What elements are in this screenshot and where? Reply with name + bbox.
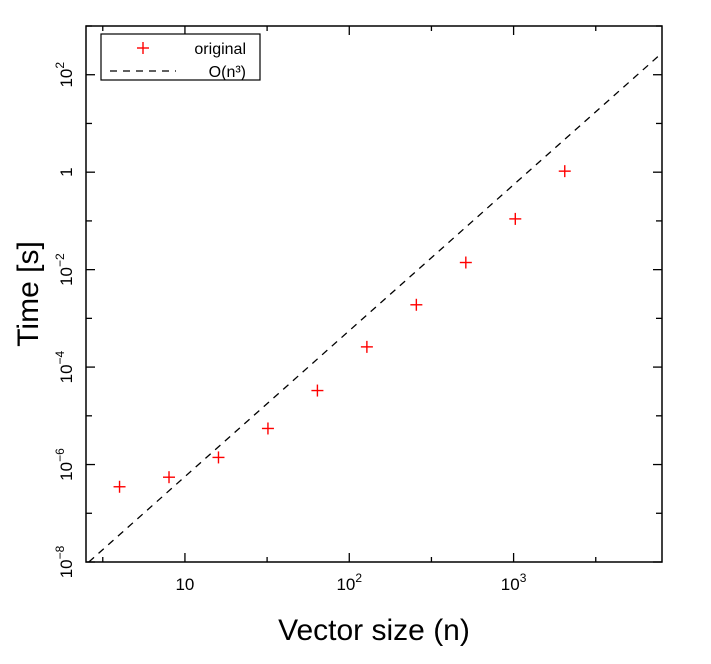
- y-tick-label: 10−6: [53, 448, 76, 481]
- x-tick-label: 102: [336, 571, 362, 594]
- legend-marker-swatch: [137, 42, 149, 54]
- legend-label: O(n³): [209, 64, 246, 81]
- legend-box: [100, 33, 261, 81]
- legend-label: original: [194, 41, 246, 58]
- data-point: [558, 165, 571, 178]
- y-tick-label: 10−8: [53, 545, 76, 578]
- series-layer: [88, 52, 662, 562]
- x-tick-label: 103: [501, 571, 527, 594]
- data-point: [410, 298, 423, 311]
- data-point: [163, 471, 176, 484]
- y-axis-title: Time [s]: [12, 241, 45, 347]
- ticks-layer: [86, 25, 662, 563]
- data-point: [261, 422, 274, 435]
- y-tick-label: 1: [57, 167, 76, 176]
- x-tick-label: 10: [175, 575, 194, 594]
- x-axis-title: Vector size (n): [278, 614, 470, 647]
- legend: original O(n³): [100, 33, 261, 81]
- data-point: [212, 451, 225, 464]
- series-line-o-n3: [88, 52, 662, 562]
- y-tick-label: 102: [53, 62, 76, 88]
- plot-frame: [85, 25, 663, 563]
- labels-layer: 10 102 103 10−8 10−6 10−4 10−2 1 102: [53, 62, 527, 594]
- data-point: [509, 212, 522, 225]
- data-point: [459, 256, 472, 269]
- y-tick-label: 10−4: [53, 350, 76, 383]
- y-tick-label: 10−2: [53, 253, 76, 286]
- legend-item: O(n³): [110, 64, 246, 81]
- data-point: [360, 340, 373, 353]
- data-point: [113, 480, 126, 493]
- legend-item: original: [137, 41, 246, 58]
- data-point: [311, 384, 324, 397]
